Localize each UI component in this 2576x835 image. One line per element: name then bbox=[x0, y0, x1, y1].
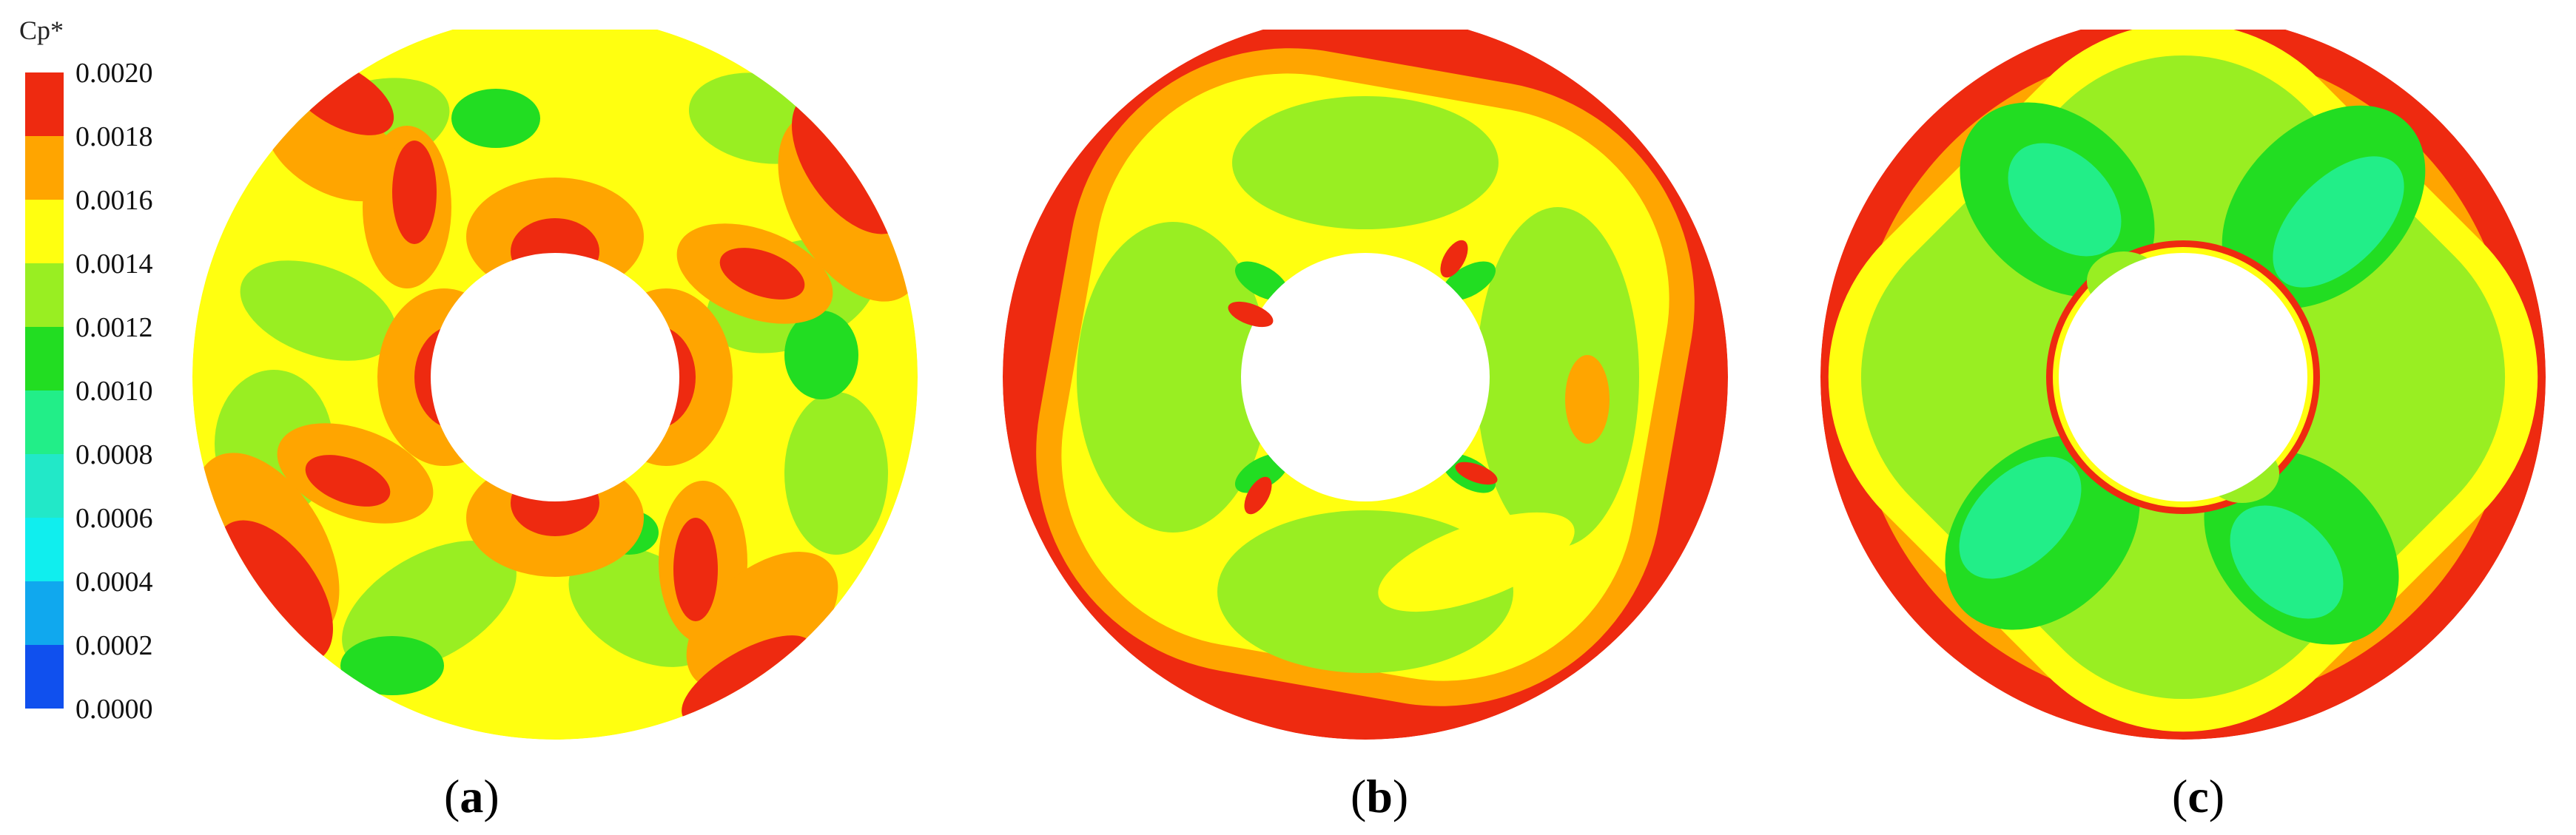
inner-hole bbox=[431, 253, 679, 501]
contour-region bbox=[340, 636, 444, 695]
colorbar-segment bbox=[25, 200, 64, 263]
contour-region bbox=[2273, 156, 2404, 288]
colorbar-segment bbox=[25, 263, 64, 327]
colorbar-tick-label: 0.0014 bbox=[75, 249, 153, 280]
contour-region bbox=[1442, 261, 1496, 301]
contour-region bbox=[1378, 512, 1575, 612]
contour-region bbox=[392, 141, 437, 244]
colorbar-tick-label: 0.0008 bbox=[75, 439, 153, 470]
contour-region bbox=[1565, 355, 1610, 444]
panel-label-c-text: c bbox=[2187, 770, 2209, 822]
contour-region bbox=[215, 520, 333, 663]
colorbar-segment bbox=[25, 72, 64, 136]
colorbar-segment bbox=[25, 136, 64, 200]
colorbar-tick-label: 0.0020 bbox=[75, 58, 153, 89]
inner-hole bbox=[2059, 253, 2307, 501]
contour-region bbox=[1455, 462, 1498, 485]
colorbar-title: Cp* bbox=[19, 16, 64, 45]
colorbar-segment bbox=[25, 391, 64, 454]
panel-label-b: (b) bbox=[1351, 770, 1409, 822]
colorbar-segment bbox=[25, 645, 64, 709]
contour-region bbox=[1077, 222, 1269, 533]
colorbar-tick-label: 0.0006 bbox=[75, 503, 153, 534]
colorbar-tick-label: 0.0004 bbox=[75, 567, 153, 598]
panel-label-b-text: b bbox=[1366, 770, 1393, 822]
colorbar-segment bbox=[25, 581, 64, 645]
colorbar-segment bbox=[25, 327, 64, 391]
contour-region bbox=[240, 260, 397, 361]
inner-hole bbox=[1241, 253, 1490, 501]
colorbar-tick-label: 0.0002 bbox=[75, 630, 153, 661]
colorbar-segment bbox=[25, 518, 64, 581]
contour-region bbox=[1234, 261, 1289, 301]
colorbar bbox=[25, 72, 64, 709]
contour-region bbox=[719, 248, 805, 300]
contour-region bbox=[2230, 505, 2344, 619]
panel-label-a-text: a bbox=[460, 770, 484, 822]
contour-region bbox=[1476, 207, 1639, 547]
colorbar-tick-label: 0.0016 bbox=[75, 185, 153, 216]
contour-region bbox=[1440, 240, 1468, 278]
contour-region bbox=[1959, 456, 2082, 579]
panel-a-contour bbox=[192, 30, 918, 740]
contour-region bbox=[2008, 143, 2122, 257]
panel-c-contour bbox=[1820, 30, 2546, 740]
colorbar-tick-label: 0.0000 bbox=[75, 694, 153, 725]
contour-region bbox=[1228, 301, 1274, 328]
panel-label-a: (a) bbox=[444, 770, 500, 822]
contour-region bbox=[1234, 453, 1289, 493]
colorbar-tick-label: 0.0010 bbox=[75, 376, 153, 407]
colorbar-tick-label: 0.0018 bbox=[75, 121, 153, 152]
contour-region bbox=[784, 311, 858, 399]
panel-label-c: (c) bbox=[2172, 770, 2225, 822]
contour-region bbox=[1244, 476, 1272, 515]
contour-region bbox=[451, 89, 540, 148]
contour-region bbox=[1232, 96, 1499, 229]
colorbar-segment bbox=[25, 454, 64, 518]
contour-region bbox=[305, 455, 391, 507]
contour-region bbox=[673, 518, 718, 621]
contour-region bbox=[784, 392, 888, 555]
colorbar-tick-label: 0.0012 bbox=[75, 312, 153, 343]
panel-b-contour bbox=[1003, 30, 1728, 740]
